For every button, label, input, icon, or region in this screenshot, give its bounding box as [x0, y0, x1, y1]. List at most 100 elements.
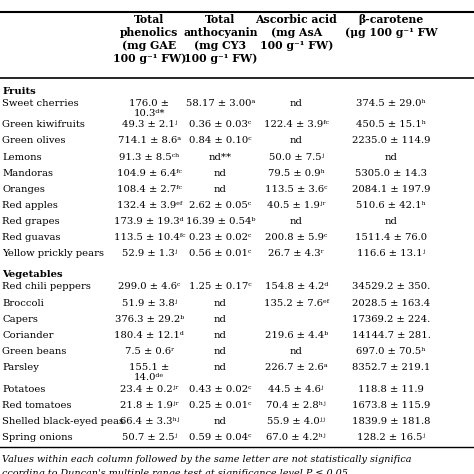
Text: 173.9 ± 19.3ᵈ: 173.9 ± 19.3ᵈ: [115, 217, 184, 226]
Text: 1.25 ± 0.17ᶜ: 1.25 ± 0.17ᶜ: [189, 283, 252, 292]
Text: 122.4 ± 3.9ᶠᶜ: 122.4 ± 3.9ᶠᶜ: [264, 120, 328, 129]
Text: 154.8 ± 4.2ᵈ: 154.8 ± 4.2ᵈ: [264, 283, 328, 292]
Text: 14144.7 ± 281.: 14144.7 ± 281.: [352, 331, 430, 340]
Text: 5305.0 ± 14.3: 5305.0 ± 14.3: [355, 169, 427, 178]
Text: 16.39 ± 0.54ᵇ: 16.39 ± 0.54ᵇ: [186, 217, 255, 226]
Text: Spring onions: Spring onions: [2, 433, 73, 442]
Text: nd: nd: [214, 169, 227, 178]
Text: β-carotene
(μg 100 g⁻¹ FW: β-carotene (μg 100 g⁻¹ FW: [345, 14, 438, 38]
Text: 299.0 ± 4.6ᶜ: 299.0 ± 4.6ᶜ: [118, 283, 181, 292]
Text: 1511.4 ± 76.0: 1511.4 ± 76.0: [355, 233, 427, 242]
Text: 116.6 ± 13.1ʲ: 116.6 ± 13.1ʲ: [357, 249, 425, 258]
Text: Red chili peppers: Red chili peppers: [2, 283, 91, 292]
Text: Capers: Capers: [2, 315, 38, 324]
Text: 91.3 ± 8.5ᶜʰ: 91.3 ± 8.5ᶜʰ: [119, 153, 180, 162]
Text: 450.5 ± 15.1ʰ: 450.5 ± 15.1ʰ: [356, 120, 426, 129]
Text: 155.1 ±
14.0ᵈᵉ: 155.1 ± 14.0ᵈᵉ: [129, 363, 169, 383]
Text: 0.23 ± 0.02ᶜ: 0.23 ± 0.02ᶜ: [189, 233, 252, 242]
Text: Red apples: Red apples: [2, 201, 58, 210]
Text: 2235.0 ± 114.9: 2235.0 ± 114.9: [352, 137, 430, 146]
Text: Coriander: Coriander: [2, 331, 54, 340]
Text: Lemons: Lemons: [2, 153, 42, 162]
Text: Total
phenolics
(mg GAE
100 g⁻¹ FW): Total phenolics (mg GAE 100 g⁻¹ FW): [113, 14, 186, 64]
Text: 176.0 ±
10.3ᵈ*: 176.0 ± 10.3ᵈ*: [129, 99, 169, 118]
Text: nd**: nd**: [209, 153, 232, 162]
Text: Vegetables: Vegetables: [2, 270, 63, 279]
Text: Green kiwifruits: Green kiwifruits: [2, 120, 85, 129]
Text: 108.4 ± 2.7ᶠᶜ: 108.4 ± 2.7ᶠᶜ: [117, 185, 182, 194]
Text: Green olives: Green olives: [2, 137, 66, 146]
Text: 79.5 ± 0.9ʰ: 79.5 ± 0.9ʰ: [268, 169, 325, 178]
Text: Red guavas: Red guavas: [2, 233, 61, 242]
Text: 66.4 ± 3.3ʰʲ: 66.4 ± 3.3ʰʲ: [119, 417, 179, 426]
Text: 7.5 ± 0.6ʳ: 7.5 ± 0.6ʳ: [125, 347, 174, 356]
Text: 200.8 ± 5.9ᶜ: 200.8 ± 5.9ᶜ: [265, 233, 328, 242]
Text: 1839.9 ± 181.8: 1839.9 ± 181.8: [352, 417, 430, 426]
Text: 70.4 ± 2.8ʰʲ: 70.4 ± 2.8ʰʲ: [266, 401, 326, 410]
Text: 52.9 ± 1.3ʲ: 52.9 ± 1.3ʲ: [122, 249, 177, 258]
Text: Broccoli: Broccoli: [2, 299, 44, 308]
Text: 113.5 ± 10.4ᶠᶜ: 113.5 ± 10.4ᶠᶜ: [114, 233, 185, 242]
Text: 50.7 ± 2.5ʲ: 50.7 ± 2.5ʲ: [122, 433, 177, 442]
Text: nd: nd: [290, 137, 303, 146]
Text: 0.56 ± 0.01ᶜ: 0.56 ± 0.01ᶜ: [189, 249, 252, 258]
Text: 219.6 ± 4.4ᵇ: 219.6 ± 4.4ᵇ: [264, 331, 328, 340]
Text: 376.3 ± 29.2ᵇ: 376.3 ± 29.2ᵇ: [115, 315, 184, 324]
Text: 2.62 ± 0.05ᶜ: 2.62 ± 0.05ᶜ: [189, 201, 252, 210]
Text: 21.8 ± 1.9ʲʳ: 21.8 ± 1.9ʲʳ: [120, 401, 179, 410]
Text: nd: nd: [214, 417, 227, 426]
Text: Fruits: Fruits: [2, 87, 36, 96]
Text: 113.5 ± 3.6ᶜ: 113.5 ± 3.6ᶜ: [265, 185, 328, 194]
Text: 697.0 ± 70.5ʰ: 697.0 ± 70.5ʰ: [356, 347, 426, 356]
Text: Shelled black-eyed peas: Shelled black-eyed peas: [2, 417, 124, 426]
Text: 180.4 ± 12.1ᵈ: 180.4 ± 12.1ᵈ: [114, 331, 184, 340]
Text: 135.2 ± 7.6ᵉᶠ: 135.2 ± 7.6ᵉᶠ: [264, 299, 329, 308]
Text: 44.5 ± 4.6ʲ: 44.5 ± 4.6ʲ: [268, 385, 324, 394]
Text: 0.59 ± 0.04ᶜ: 0.59 ± 0.04ᶜ: [189, 433, 252, 442]
Text: nd: nd: [214, 185, 227, 194]
Text: 510.6 ± 42.1ʰ: 510.6 ± 42.1ʰ: [356, 201, 426, 210]
Text: 0.43 ± 0.02ᶜ: 0.43 ± 0.02ᶜ: [189, 385, 252, 394]
Text: Sweet cherries: Sweet cherries: [2, 99, 79, 108]
Text: nd: nd: [290, 217, 303, 226]
Text: 132.4 ± 3.9ᵉᶠ: 132.4 ± 3.9ᵉᶠ: [117, 201, 182, 210]
Text: 0.25 ± 0.01ᶜ: 0.25 ± 0.01ᶜ: [189, 401, 252, 410]
Text: 128.2 ± 16.5ʲ: 128.2 ± 16.5ʲ: [357, 433, 425, 442]
Text: 2028.5 ± 163.4: 2028.5 ± 163.4: [352, 299, 430, 308]
Text: nd: nd: [214, 299, 227, 308]
Text: Red tomatoes: Red tomatoes: [2, 401, 72, 410]
Text: 50.0 ± 7.5ʲ: 50.0 ± 7.5ʲ: [269, 153, 324, 162]
Text: 49.3 ± 2.1ʲ: 49.3 ± 2.1ʲ: [121, 120, 177, 129]
Text: 55.9 ± 4.0ʲʲ: 55.9 ± 4.0ʲʲ: [267, 417, 325, 426]
Text: Oranges: Oranges: [2, 185, 45, 194]
Text: 0.84 ± 0.10ᶜ: 0.84 ± 0.10ᶜ: [189, 137, 252, 146]
Text: nd: nd: [290, 99, 303, 108]
Text: 8352.7 ± 219.1: 8352.7 ± 219.1: [352, 363, 430, 372]
Text: nd: nd: [384, 153, 398, 162]
Text: Total
anthocyanin
(mg CY3
100 g⁻¹ FW): Total anthocyanin (mg CY3 100 g⁻¹ FW): [183, 14, 258, 64]
Text: 104.9 ± 6.4ᶠᶜ: 104.9 ± 6.4ᶠᶜ: [117, 169, 182, 178]
Text: nd: nd: [214, 363, 227, 372]
Text: Values within each column followed by the same letter are not statistically sign: Values within each column followed by th…: [2, 456, 412, 465]
Text: 23.4 ± 0.2ʲʳ: 23.4 ± 0.2ʲʳ: [120, 385, 179, 394]
Text: 34529.2 ± 350.: 34529.2 ± 350.: [352, 283, 430, 292]
Text: Yellow prickly pears: Yellow prickly pears: [2, 249, 104, 258]
Text: 226.7 ± 2.6ᵃ: 226.7 ± 2.6ᵃ: [265, 363, 328, 372]
Text: Red grapes: Red grapes: [2, 217, 60, 226]
Text: 714.1 ± 8.6ᵃ: 714.1 ± 8.6ᵃ: [118, 137, 181, 146]
Text: 118.8 ± 11.9: 118.8 ± 11.9: [358, 385, 424, 394]
Text: 40.5 ± 1.9ʲʳ: 40.5 ± 1.9ʲʳ: [267, 201, 326, 210]
Text: 1673.8 ± 115.9: 1673.8 ± 115.9: [352, 401, 430, 410]
Text: 67.0 ± 4.2ʰʲ: 67.0 ± 4.2ʰʲ: [266, 433, 326, 442]
Text: Ascorbic acid
(mg AsA
100 g⁻¹ FW): Ascorbic acid (mg AsA 100 g⁻¹ FW): [255, 14, 337, 51]
Text: Mandoras: Mandoras: [2, 169, 54, 178]
Text: 0.36 ± 0.03ᶜ: 0.36 ± 0.03ᶜ: [189, 120, 252, 129]
Text: 2084.1 ± 197.9: 2084.1 ± 197.9: [352, 185, 430, 194]
Text: 17369.2 ± 224.: 17369.2 ± 224.: [352, 315, 430, 324]
Text: nd: nd: [214, 331, 227, 340]
Text: Green beans: Green beans: [2, 347, 67, 356]
Text: nd: nd: [384, 217, 398, 226]
Text: 58.17 ± 3.00ᵃ: 58.17 ± 3.00ᵃ: [186, 99, 255, 108]
Text: 374.5 ± 29.0ʰ: 374.5 ± 29.0ʰ: [356, 99, 426, 108]
Text: nd: nd: [290, 347, 303, 356]
